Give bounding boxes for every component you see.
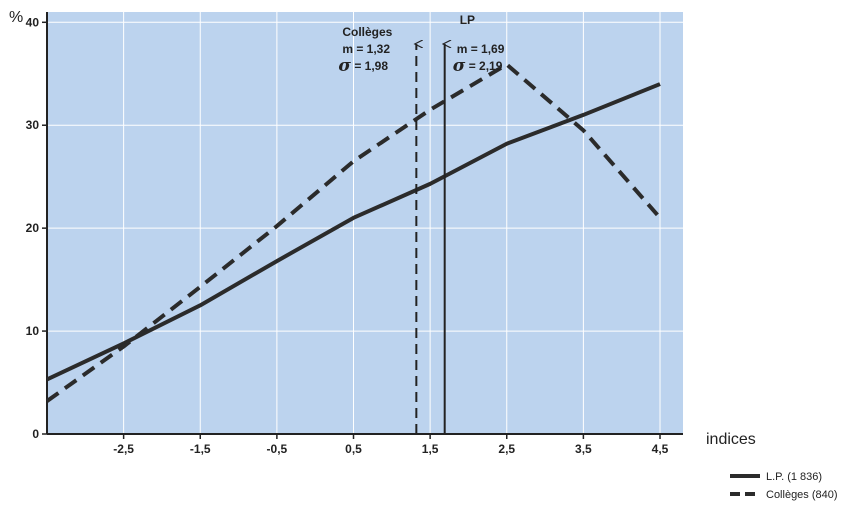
x-tick-label: -0,5 — [267, 442, 288, 456]
legend-label: L.P. (1 836) — [766, 471, 822, 483]
x-axis: -2,5 -1,5 -0,5 0,5 1,5 2,5 3,5 4,5 — [47, 433, 683, 456]
sigma-icon: σ — [453, 56, 466, 76]
legend: L.P. (1 836) Collèges (840) — [730, 471, 838, 501]
y-tick-label: 30 — [26, 118, 40, 132]
marker-mean: m = 1,32 — [342, 42, 390, 56]
y-axis-label: % — [9, 9, 23, 26]
y-tick-label: 20 — [26, 221, 40, 235]
x-tick-label: -2,5 — [113, 442, 134, 456]
x-tick-label: 4,5 — [652, 442, 669, 456]
x-tick-label: 2,5 — [498, 442, 515, 456]
x-tick-label: 0,5 — [345, 442, 362, 456]
grid — [47, 12, 683, 434]
x-tick-label: 3,5 — [575, 442, 592, 456]
marker-sigma: = 2,19 — [469, 59, 503, 73]
y-tick-label: 40 — [26, 15, 40, 29]
series-group — [45, 62, 662, 403]
marker-sigma: = 1,98 — [354, 59, 388, 73]
marker-mean: m = 1,69 — [457, 42, 505, 56]
marker-title: Collèges — [342, 25, 392, 39]
x-tick-label: 1,5 — [422, 442, 439, 456]
sigma-icon: σ — [338, 56, 351, 76]
x-tick-label: -1,5 — [190, 442, 211, 456]
x-axis-label: indices — [706, 431, 756, 448]
y-axis: 0 10 20 30 40 — [26, 12, 48, 441]
series-line-colleges — [45, 62, 662, 403]
marker-title: LP — [460, 13, 475, 27]
plot-background — [47, 12, 683, 434]
y-tick-label: 10 — [26, 324, 40, 338]
y-tick-label: 0 — [32, 427, 39, 441]
series-line-lp — [46, 82, 661, 382]
legend-label: Collèges (840) — [766, 489, 838, 501]
